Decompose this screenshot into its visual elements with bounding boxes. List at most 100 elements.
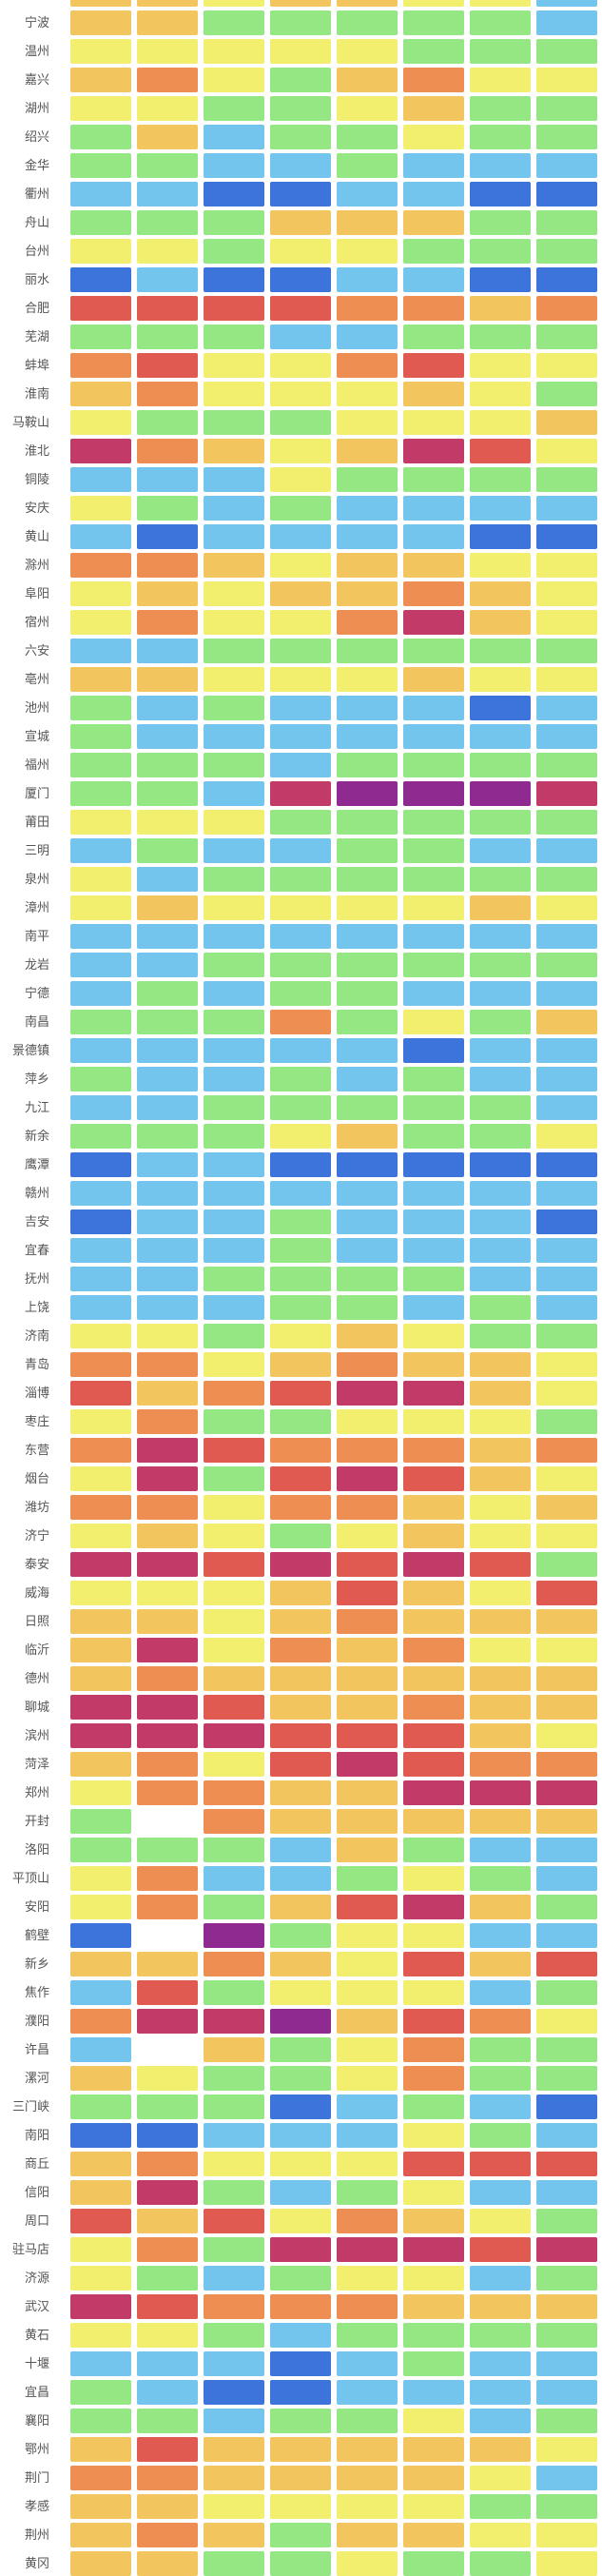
heatmap-cell[interactable] — [337, 1581, 398, 1605]
heatmap-cell[interactable] — [204, 0, 264, 7]
heatmap-cell[interactable] — [470, 1695, 531, 1720]
heatmap-cell[interactable] — [204, 1010, 264, 1034]
heatmap-cell[interactable] — [470, 2523, 531, 2547]
heatmap-cell[interactable] — [204, 2523, 264, 2547]
heatmap-cell[interactable] — [470, 2009, 531, 2034]
heatmap-cell[interactable] — [270, 724, 331, 749]
heatmap-cell[interactable] — [137, 1067, 198, 1091]
heatmap-cell[interactable] — [536, 1381, 597, 1406]
heatmap-cell[interactable] — [337, 2551, 398, 2576]
heatmap-cell[interactable] — [270, 639, 331, 663]
heatmap-cell[interactable] — [536, 2380, 597, 2405]
heatmap-cell[interactable] — [70, 2066, 131, 2091]
heatmap-cell[interactable] — [403, 1866, 464, 1891]
heatmap-cell[interactable] — [204, 1495, 264, 1520]
heatmap-cell[interactable] — [270, 2437, 331, 2462]
heatmap-cell[interactable] — [470, 1666, 531, 1691]
heatmap-cell[interactable] — [70, 2237, 131, 2262]
heatmap-cell[interactable] — [337, 2152, 398, 2176]
heatmap-cell[interactable] — [470, 981, 531, 1006]
heatmap-cell[interactable] — [470, 581, 531, 606]
heatmap-cell[interactable] — [403, 895, 464, 920]
heatmap-cell[interactable] — [403, 2494, 464, 2519]
heatmap-cell[interactable] — [70, 1695, 131, 1720]
heatmap-cell[interactable] — [70, 2209, 131, 2233]
heatmap-cell[interactable] — [137, 1695, 198, 1720]
heatmap-cell[interactable] — [137, 2409, 198, 2433]
heatmap-cell[interactable] — [70, 838, 131, 863]
heatmap-cell[interactable] — [337, 1209, 398, 1234]
heatmap-cell[interactable] — [137, 724, 198, 749]
heatmap-cell[interactable] — [204, 810, 264, 835]
heatmap-cell[interactable] — [70, 2437, 131, 2462]
heatmap-cell[interactable] — [70, 667, 131, 692]
heatmap-cell[interactable] — [70, 553, 131, 578]
heatmap-cell[interactable] — [70, 781, 131, 806]
heatmap-cell[interactable] — [270, 753, 331, 777]
heatmap-cell[interactable] — [137, 2094, 198, 2119]
heatmap-cell[interactable] — [137, 467, 198, 492]
heatmap-cell[interactable] — [270, 467, 331, 492]
heatmap-cell[interactable] — [204, 2409, 264, 2433]
heatmap-cell[interactable] — [470, 1381, 531, 1406]
heatmap-cell[interactable] — [204, 2237, 264, 2262]
heatmap-cell[interactable] — [536, 1809, 597, 1834]
heatmap-cell[interactable] — [70, 10, 131, 35]
heatmap-cell[interactable] — [403, 1209, 464, 1234]
heatmap-cell[interactable] — [337, 1324, 398, 1348]
heatmap-cell[interactable] — [270, 296, 331, 321]
heatmap-cell[interactable] — [137, 2494, 198, 2519]
heatmap-cell[interactable] — [536, 1866, 597, 1891]
heatmap-cell[interactable] — [70, 39, 131, 64]
heatmap-cell[interactable] — [204, 610, 264, 635]
heatmap-cell[interactable] — [337, 953, 398, 977]
heatmap-cell[interactable] — [204, 1780, 264, 1805]
heatmap-cell[interactable] — [536, 639, 597, 663]
heatmap-cell[interactable] — [337, 1524, 398, 1548]
heatmap-cell[interactable] — [270, 2180, 331, 2205]
heatmap-cell[interactable] — [204, 838, 264, 863]
heatmap-cell[interactable] — [337, 1466, 398, 1491]
heatmap-cell[interactable] — [204, 1723, 264, 1748]
heatmap-cell[interactable] — [270, 2009, 331, 2034]
heatmap-cell[interactable] — [270, 981, 331, 1006]
heatmap-cell[interactable] — [536, 2237, 597, 2262]
heatmap-cell[interactable] — [270, 1124, 331, 1149]
heatmap-cell[interactable] — [403, 610, 464, 635]
heatmap-cell[interactable] — [137, 2323, 198, 2348]
heatmap-cell[interactable] — [403, 439, 464, 463]
heatmap-cell[interactable] — [270, 96, 331, 121]
heatmap-cell[interactable] — [204, 1895, 264, 1919]
heatmap-cell[interactable] — [403, 2266, 464, 2291]
heatmap-cell[interactable] — [137, 1152, 198, 1177]
heatmap-cell[interactable] — [137, 2237, 198, 2262]
heatmap-cell[interactable] — [536, 1923, 597, 1948]
heatmap-cell[interactable] — [204, 467, 264, 492]
heatmap-cell[interactable] — [403, 1695, 464, 1720]
heatmap-cell[interactable] — [337, 2123, 398, 2148]
heatmap-cell[interactable] — [536, 1152, 597, 1177]
heatmap-cell[interactable] — [204, 182, 264, 206]
heatmap-cell[interactable] — [204, 2323, 264, 2348]
heatmap-cell[interactable] — [470, 68, 531, 92]
heatmap-cell[interactable] — [337, 2466, 398, 2490]
heatmap-cell[interactable] — [204, 1152, 264, 1177]
heatmap-cell[interactable] — [204, 39, 264, 64]
heatmap-cell[interactable] — [270, 1581, 331, 1605]
heatmap-cell[interactable] — [270, 0, 331, 7]
heatmap-cell[interactable] — [536, 182, 597, 206]
heatmap-cell[interactable] — [137, 1866, 198, 1891]
heatmap-cell[interactable] — [403, 1352, 464, 1377]
heatmap-cell[interactable] — [470, 2266, 531, 2291]
heatmap-cell[interactable] — [70, 2551, 131, 2576]
heatmap-cell[interactable] — [204, 2209, 264, 2233]
heatmap-cell[interactable] — [137, 1552, 198, 1577]
heatmap-cell[interactable] — [270, 1267, 331, 1291]
heatmap-cell[interactable] — [470, 439, 531, 463]
heatmap-cell[interactable] — [337, 1895, 398, 1919]
heatmap-cell[interactable] — [403, 210, 464, 235]
heatmap-cell[interactable] — [270, 1666, 331, 1691]
heatmap-cell[interactable] — [70, 1980, 131, 2005]
heatmap-cell[interactable] — [270, 410, 331, 435]
heatmap-cell[interactable] — [536, 1438, 597, 1463]
